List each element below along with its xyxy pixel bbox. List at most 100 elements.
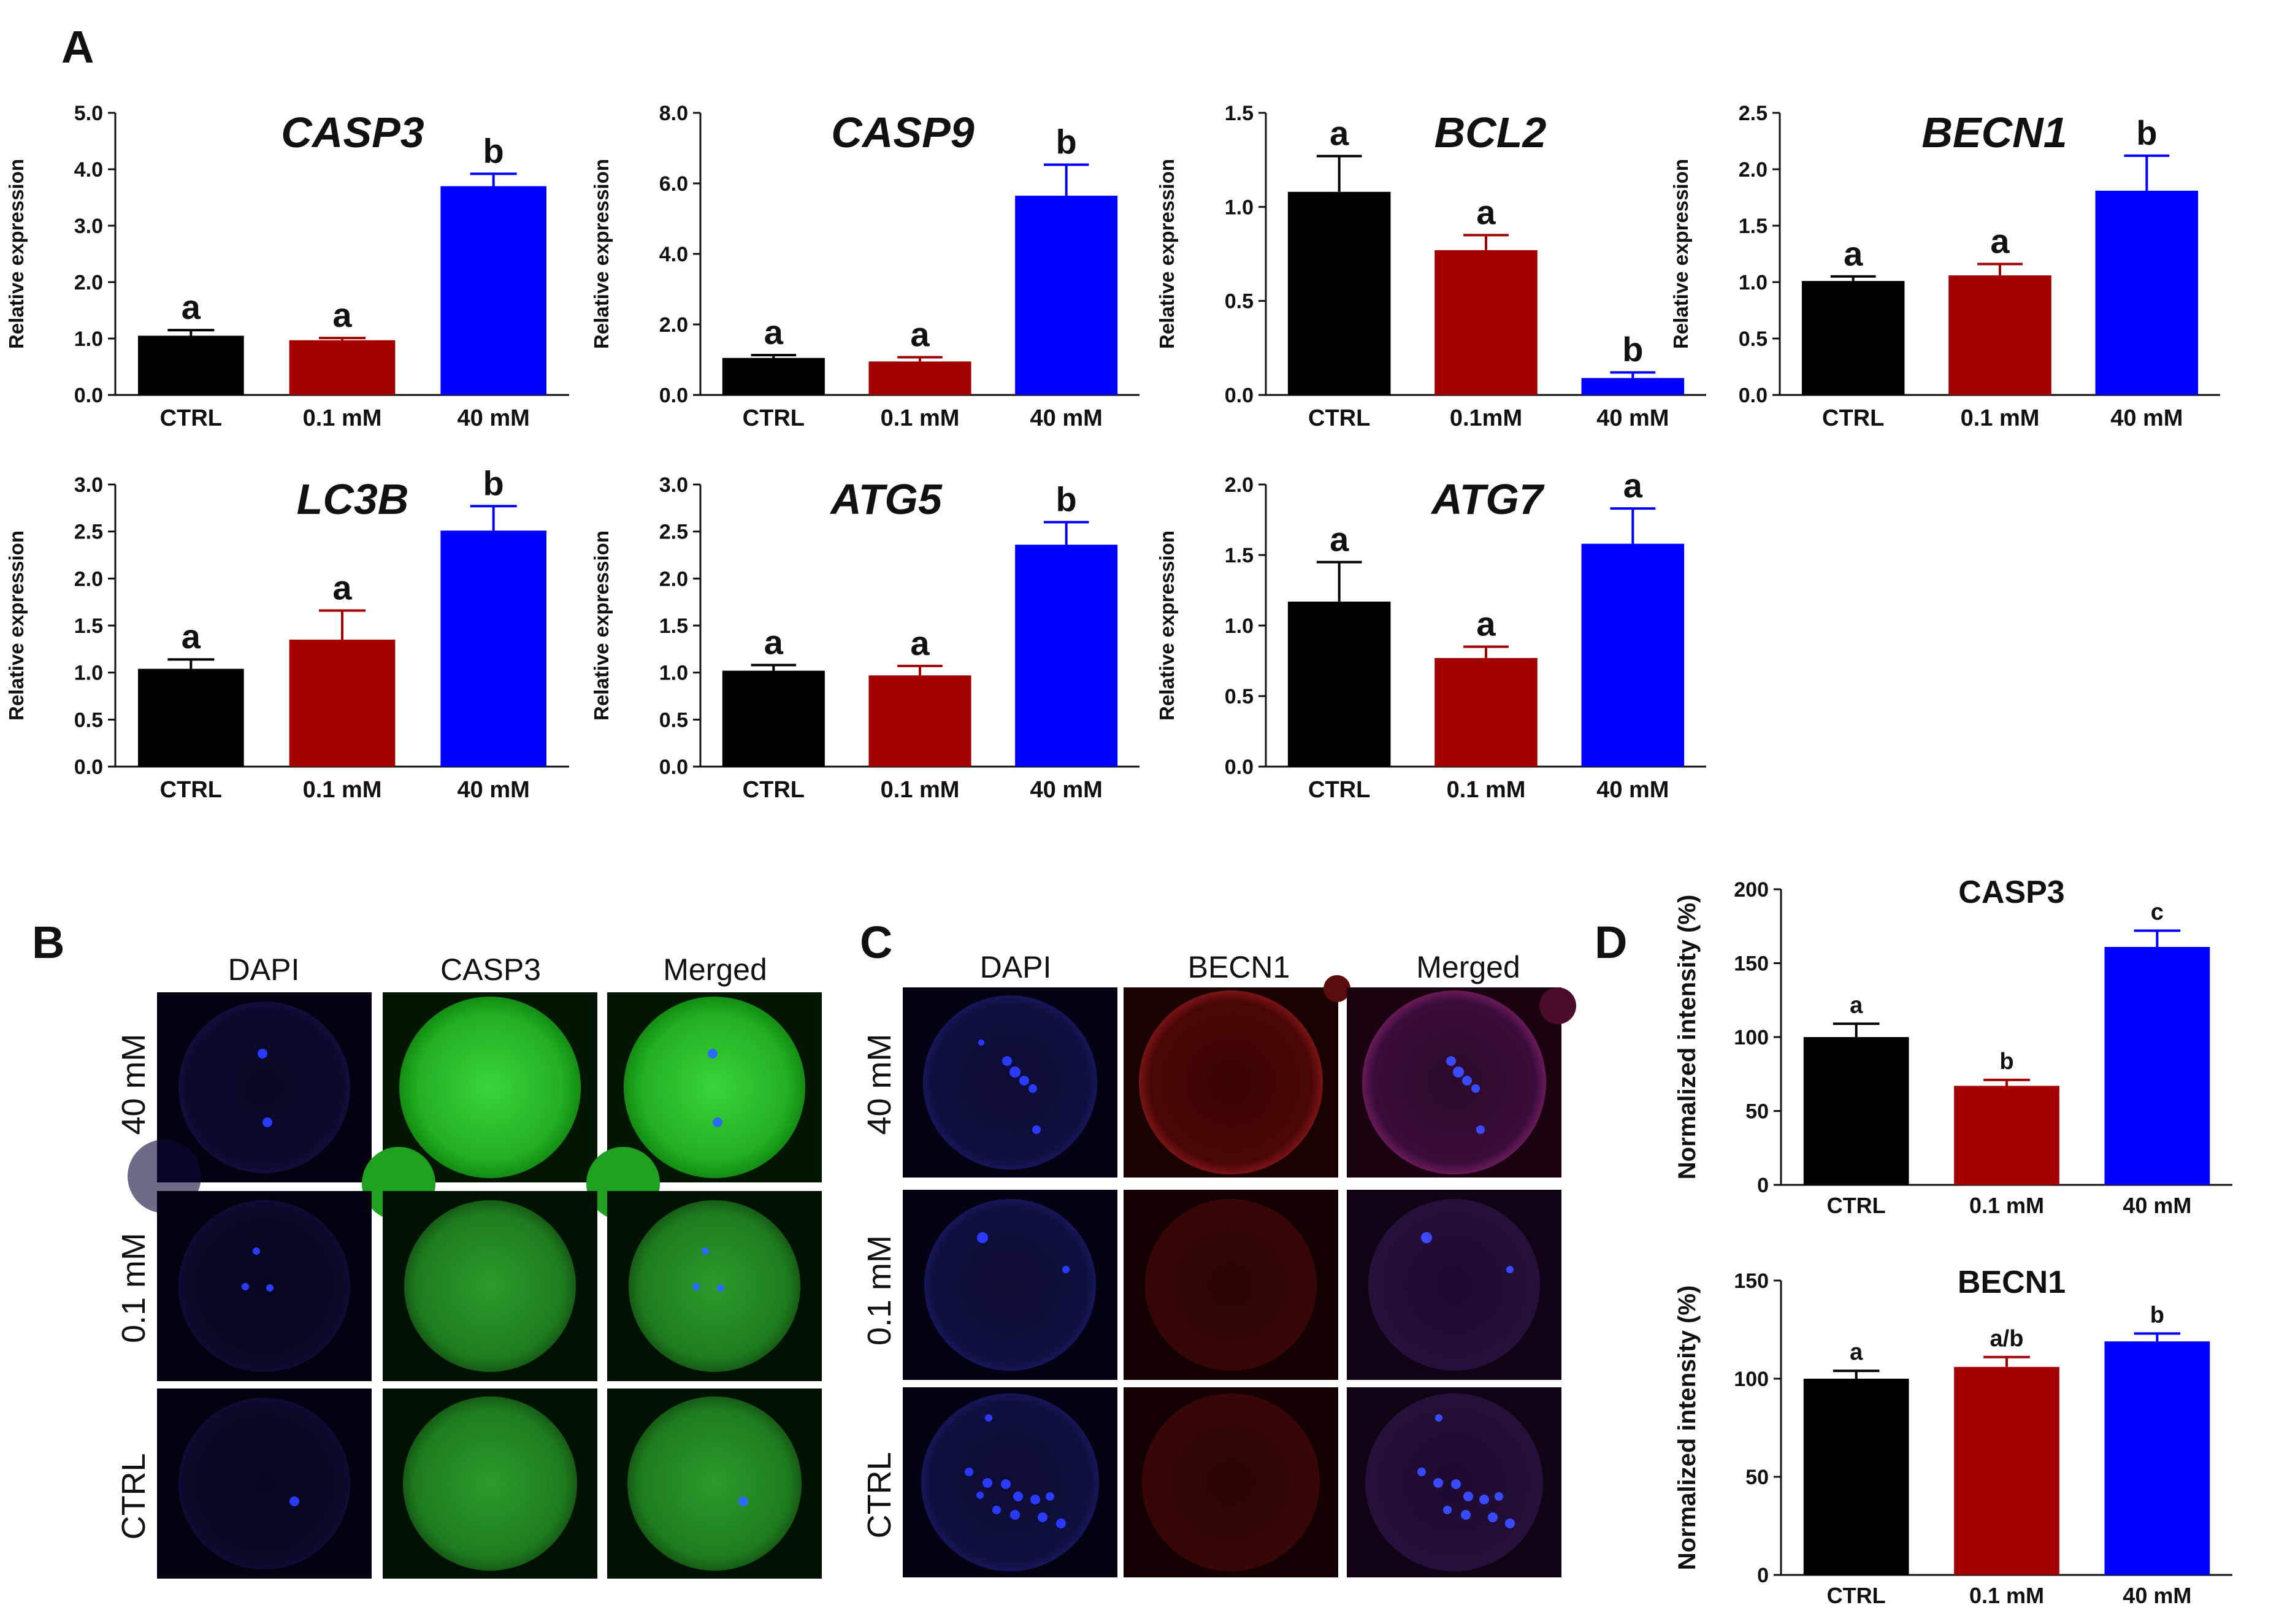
- x-tick-label: 40 mM: [458, 777, 530, 803]
- x-tick-label: 0.1 mM: [303, 777, 382, 803]
- y-tick-label: 2.0: [1739, 158, 1768, 182]
- y-axis-label: Relative expression: [5, 159, 28, 349]
- panel-letter-c: C: [860, 917, 892, 968]
- column-header-becn1: BECN1: [1188, 950, 1290, 984]
- x-tick-label: 40 mM: [1030, 777, 1103, 803]
- micrograph-image: [903, 987, 1117, 1178]
- x-tick-label: 0.1 mM: [1447, 777, 1526, 803]
- y-tick-label: 2.0: [659, 567, 688, 591]
- significance-letter: b: [1056, 123, 1077, 161]
- x-tick-label: 40 mM: [1596, 777, 1669, 803]
- y-tick-label: 8.0: [659, 102, 688, 125]
- chart-atg7-a: ATG7 Relative expression 0.0 0.5 1.0 1.5 2.0 a C…: [1155, 466, 1706, 803]
- y-tick-label: 5.0: [74, 102, 103, 125]
- significance-letter: a: [1850, 1339, 1863, 1365]
- x-tick-label: CTRL: [1822, 405, 1884, 431]
- micrograph-image: [607, 1191, 822, 1381]
- significance-letter: a: [764, 313, 784, 351]
- chart-title: ATG7: [1430, 475, 1545, 523]
- bar-ctrl: [1803, 1037, 1909, 1185]
- micrograph-image: [903, 1387, 1117, 1577]
- significance-letter: b: [483, 131, 504, 170]
- micrograph-image: [383, 1191, 597, 1381]
- x-tick-label: CTRL: [1827, 1583, 1886, 1608]
- bar-0-1-mm: [289, 640, 396, 767]
- significance-letter: a: [1330, 520, 1349, 559]
- bar-0-1-mm: [1954, 1366, 2059, 1575]
- bar-ctrl: [722, 670, 825, 767]
- bar-40-mm: [1015, 545, 1118, 767]
- chart-title: CASP9: [831, 109, 974, 156]
- row-header-40mm: 40 mM: [115, 1033, 152, 1135]
- y-tick-label: 1.5: [1225, 544, 1254, 567]
- chart-casp3-a: CASP3 Relative expression 0.0 1.0 2.0 3.0 4.0 5…: [5, 102, 569, 431]
- significance-letter: c: [2151, 899, 2164, 925]
- chart-title: CASP3: [281, 109, 424, 156]
- row-header-ctrl: CTRL: [115, 1453, 152, 1539]
- micrograph-panel-b: DAPI CASP3 Merged 40 mM 0.1 mM CTRL: [115, 952, 822, 1579]
- bar-40-mm: [440, 186, 546, 395]
- chart-title: LC3B: [297, 475, 409, 523]
- y-tick-label: 50: [1745, 1100, 1769, 1124]
- y-tick-label: 4.0: [659, 243, 688, 266]
- bar-0-1-mm: [868, 675, 971, 767]
- y-tick-label: 50: [1745, 1466, 1769, 1489]
- micrograph-image: [903, 1190, 1117, 1380]
- y-axis-label: Relative expression: [5, 530, 28, 721]
- x-tick-label: 0.1 mM: [1969, 1193, 2044, 1218]
- significance-letter: a: [1476, 605, 1496, 643]
- row-header-0-1mm: 0.1 mM: [115, 1233, 152, 1343]
- y-tick-label: 1.0: [1225, 615, 1254, 638]
- x-tick-label: 40 mM: [458, 405, 530, 431]
- y-tick-label: 2.0: [659, 313, 688, 337]
- micrograph-image: [586, 992, 822, 1220]
- micrograph-image: [157, 1191, 372, 1381]
- bar-ctrl: [722, 358, 825, 395]
- chart-atg5-a: ATG5 Relative expression 0.0 0.5 1.0 1.5 2.0 2.…: [590, 473, 1140, 803]
- y-tick-label: 4.0: [74, 158, 103, 182]
- x-tick-label: 0.1 mM: [1969, 1583, 2044, 1608]
- x-tick-label: 0.1 mM: [881, 405, 960, 431]
- micrograph-image: [1347, 1190, 1561, 1380]
- y-tick-label: 2.5: [74, 521, 103, 544]
- significance-letter: a/b: [1990, 1326, 2024, 1352]
- y-tick-label: 1.5: [74, 615, 103, 638]
- row-header-ctrl: CTRL: [861, 1452, 898, 1538]
- chart-title: CASP3: [1958, 875, 2064, 910]
- bar-40-mm: [1581, 543, 1685, 767]
- x-tick-label: 0.1 mM: [881, 777, 960, 803]
- significance-letter: a: [182, 617, 201, 656]
- significance-letter: a: [1844, 234, 1863, 273]
- panel-letter-a: A: [61, 21, 94, 72]
- micrograph-panel-c: DAPI BECN1 Merged 40 mM 0.1 mM CTRL: [861, 950, 1576, 1577]
- y-tick-label: 6.0: [659, 172, 688, 196]
- micrograph-image: [128, 992, 372, 1213]
- significance-letter: b: [1622, 330, 1643, 369]
- x-tick-label: CTRL: [160, 405, 222, 431]
- y-tick-label: 1.0: [659, 662, 688, 685]
- bar-40-mm: [2104, 1341, 2210, 1575]
- bar-0-1-mm: [1954, 1086, 2059, 1185]
- y-axis-label: Relative expression: [1155, 530, 1178, 721]
- y-tick-label: 2.0: [1225, 473, 1254, 497]
- chart-title: BECN1: [1921, 109, 2067, 156]
- chart-casp9-a: CASP9 Relative expression 0.0 2.0 4.0 6.0 8.0 a…: [590, 102, 1140, 431]
- significance-letter: b: [2136, 113, 2157, 152]
- x-tick-label: CTRL: [743, 777, 805, 803]
- x-tick-label: 40 mM: [2110, 405, 2183, 431]
- significance-letter: a: [1990, 222, 2010, 261]
- significance-letter: a: [764, 622, 784, 661]
- bar-0-1mm: [1434, 250, 1538, 395]
- significance-letter: a: [1476, 193, 1496, 231]
- y-tick-label: 1.0: [74, 327, 103, 351]
- significance-letter: b: [1056, 480, 1077, 518]
- chart-lc3b-a: LC3B Relative expression 0.0 0.5 1.0 1.5 2.0 2.…: [5, 464, 569, 803]
- y-tick-label: 1.5: [1739, 215, 1768, 238]
- micrograph-image: [362, 992, 597, 1220]
- y-tick-label: 100: [1734, 1026, 1769, 1049]
- y-tick-label: 1.0: [74, 662, 103, 685]
- y-axis-label: Relative expression: [590, 530, 613, 721]
- y-tick-label: 0.0: [1225, 756, 1254, 779]
- significance-letter: b: [1999, 1049, 2013, 1074]
